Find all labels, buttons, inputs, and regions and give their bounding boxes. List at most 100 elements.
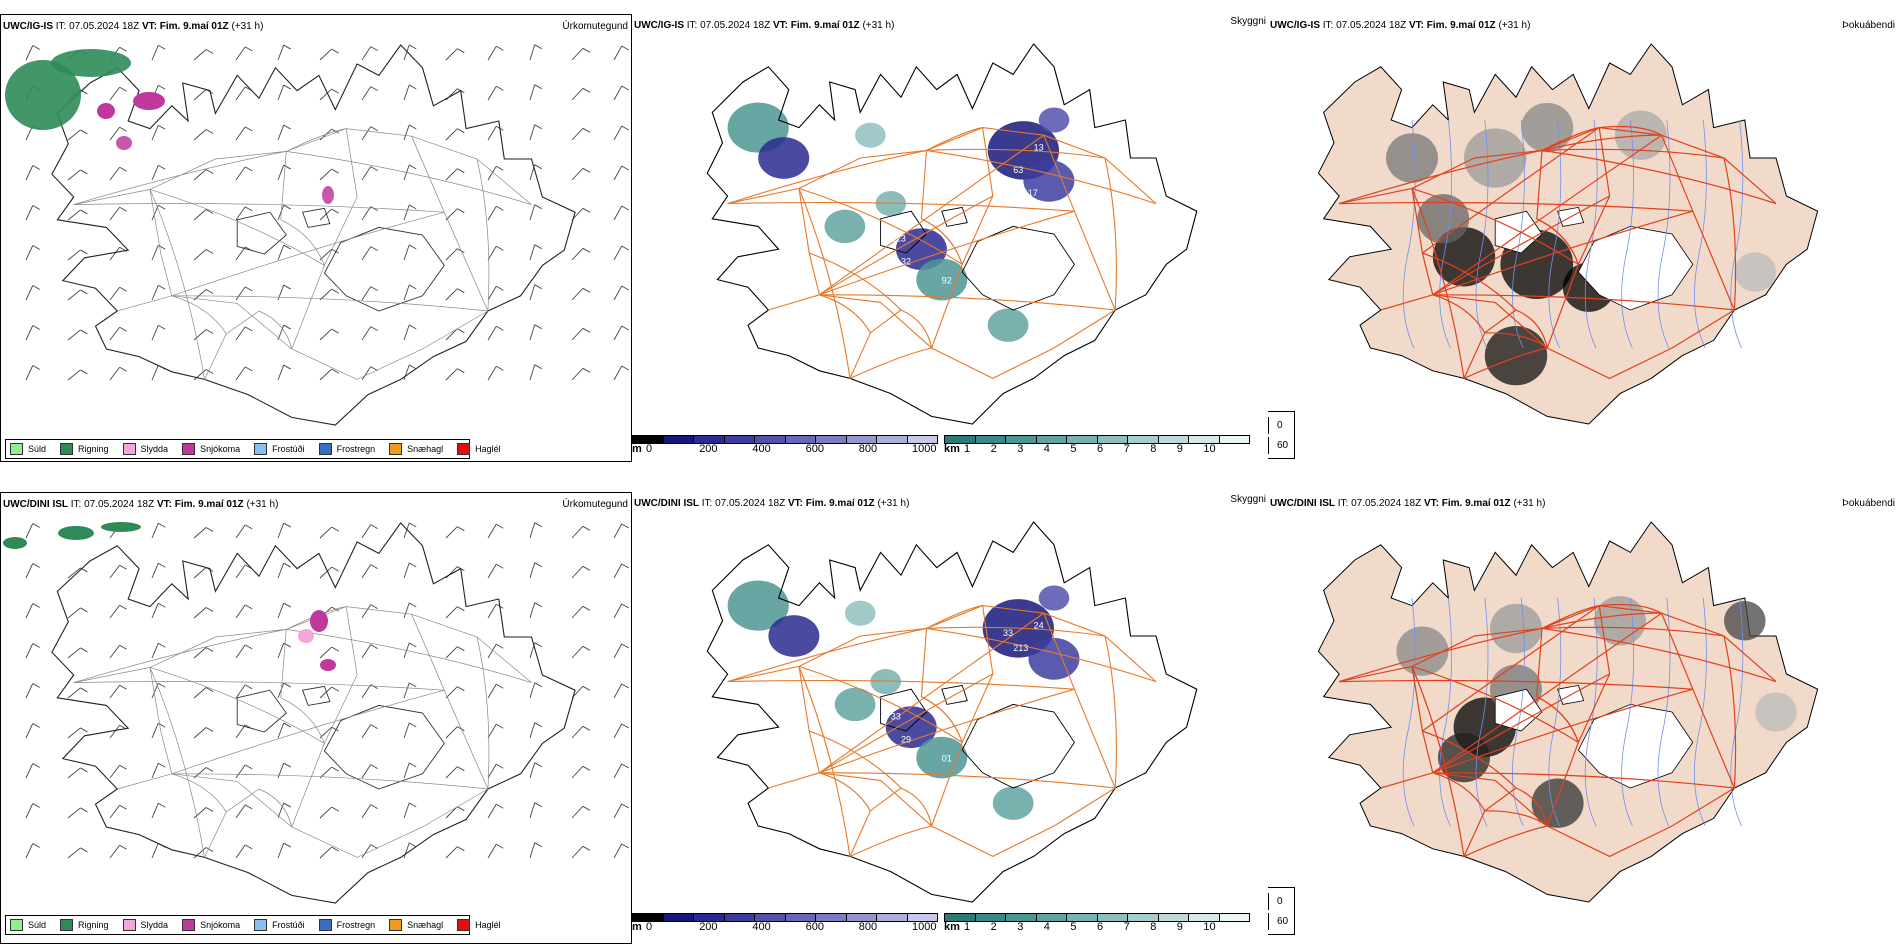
- wind-barb: [25, 205, 34, 221]
- wind-barb-flag: [205, 527, 214, 532]
- scale-tick: 3: [1017, 443, 1024, 455]
- scale-cell: [1158, 914, 1189, 921]
- wind-barb-flag: [331, 846, 339, 852]
- wind-barb-flag: [244, 644, 253, 650]
- wind-barb-flag: [283, 602, 291, 608]
- precip-type-panel-dini: UWC/DINI ISL IT: 07.05.2024 18Z VT: Fim.…: [0, 492, 632, 944]
- wind-barb: [109, 564, 120, 579]
- road: [926, 127, 983, 151]
- wind-barb-flag: [582, 765, 591, 771]
- scale-cell: [907, 436, 937, 443]
- wind-barb: [109, 684, 120, 699]
- legend-label: Snjókoma: [200, 920, 241, 930]
- road: [819, 772, 1116, 789]
- wind-barb-flag: [80, 129, 88, 135]
- wind-barb: [151, 763, 159, 779]
- glacier-outline: [880, 688, 928, 732]
- legend-swatch: [60, 443, 74, 455]
- wind-barb: [277, 802, 285, 819]
- scale-unit: m: [632, 921, 642, 933]
- wind-barb: [487, 86, 497, 101]
- wind-barb-flag: [119, 46, 127, 52]
- road: [819, 688, 1075, 774]
- road: [149, 189, 173, 296]
- wind-barb-flag: [457, 48, 465, 54]
- wind-barb-flag: [32, 523, 40, 528]
- scale-tick: 6: [1097, 443, 1104, 455]
- wind-barb-flag: [119, 764, 127, 770]
- wind-barb: [25, 325, 34, 341]
- wind-barb-flag: [534, 324, 542, 330]
- wind-barb: [319, 208, 333, 221]
- road: [1411, 665, 1579, 743]
- wind-barb: [361, 326, 372, 341]
- fog-swatch-0: [1268, 893, 1269, 910]
- wind-barb-flag: [534, 522, 542, 528]
- road: [1432, 195, 1610, 296]
- road-network: [73, 606, 532, 858]
- legend-item: Haglél: [457, 443, 501, 455]
- wind-barb-flag: [244, 804, 253, 810]
- wind-barb: [487, 246, 497, 261]
- wind-barb: [487, 524, 497, 539]
- visibility-km-scale: km 1 2 3 4 5 6 7 8 9 10: [944, 913, 1250, 933]
- wind-barb-flag: [457, 128, 465, 134]
- panel-title: UWC/IG-IS IT: 07.05.2024 18Z VT: Fim. 9.…: [634, 20, 895, 31]
- visibility-area: [768, 615, 820, 657]
- scale-cell: [633, 914, 664, 921]
- wind-barb: [361, 126, 372, 141]
- wind-barb: [151, 365, 159, 381]
- river: [1512, 119, 1525, 349]
- wind-barb-flag: [582, 525, 591, 531]
- road: [1541, 612, 1662, 629]
- wind-barb: [445, 806, 458, 819]
- scale-cell: [1128, 436, 1159, 443]
- legend-item: Frostregn: [318, 443, 375, 455]
- legend-label: Súld: [28, 444, 47, 454]
- legend-item: Snæhagl: [389, 919, 443, 931]
- road: [149, 189, 205, 380]
- wind-barb-flag: [408, 124, 417, 130]
- wind-barb-flag: [244, 844, 253, 850]
- wind-barb: [235, 206, 246, 221]
- wind-barb-flag: [621, 723, 629, 729]
- wind-barb-flag: [119, 604, 127, 610]
- road: [1432, 688, 1693, 774]
- wind-barb-flag: [205, 329, 214, 334]
- road: [819, 612, 1045, 774]
- road: [1661, 134, 1735, 311]
- wind-barb-flag: [331, 368, 339, 374]
- wind-barb-flag: [496, 285, 504, 291]
- wind-barb-flag: [370, 764, 378, 769]
- wind-barb-flag: [119, 564, 127, 570]
- road: [73, 203, 445, 213]
- road: [819, 134, 1045, 296]
- road: [1463, 825, 1548, 857]
- wind-barb-flag: [119, 286, 127, 292]
- wind-barb: [235, 126, 246, 141]
- wind-barb: [25, 245, 34, 261]
- legend-label: Snæhagl: [407, 920, 444, 930]
- road: [819, 673, 994, 774]
- wind-barb-flag: [582, 127, 591, 133]
- wind-barb-flag: [331, 168, 339, 174]
- wind-barb-flag: [370, 166, 378, 171]
- wind-barb-flag: [331, 88, 339, 94]
- wind-barb-flag: [408, 762, 417, 768]
- wind-barb: [235, 764, 246, 779]
- wind-barb: [277, 124, 285, 141]
- road: [1339, 679, 1693, 690]
- road: [1104, 157, 1117, 311]
- wind-barb: [193, 209, 207, 221]
- wind-barb-flag: [158, 602, 166, 608]
- wind-barb: [445, 606, 458, 619]
- wind-barb: [361, 604, 372, 619]
- wind-barb-flag: [582, 845, 591, 851]
- wind-barb: [403, 842, 410, 859]
- road: [1043, 134, 1116, 311]
- wind-barb: [613, 683, 623, 699]
- legend-label: Súld: [28, 920, 47, 930]
- visibility-value-label: 123: [891, 234, 906, 244]
- wind-barb-flag: [534, 364, 542, 370]
- wind-barb-flag: [205, 369, 214, 374]
